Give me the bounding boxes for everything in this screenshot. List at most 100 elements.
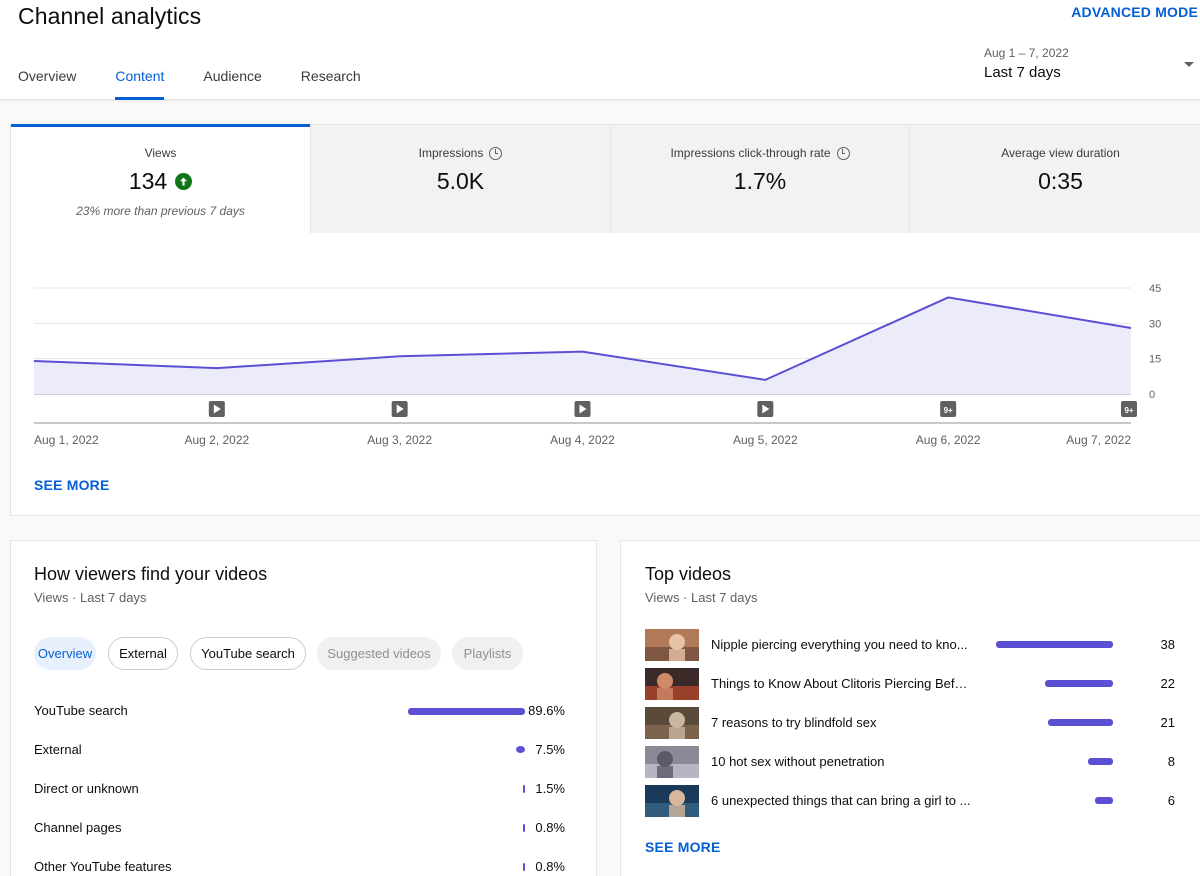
video-title[interactable]: Nipple piercing everything you need to k… bbox=[711, 637, 968, 652]
area-fill bbox=[34, 297, 1131, 394]
traffic-source-row[interactable]: YouTube search 89.6% bbox=[34, 703, 574, 723]
views-chart-card: Views 134 23% more than previous 7 days … bbox=[10, 124, 1200, 516]
tab-overview[interactable]: Overview bbox=[18, 68, 77, 84]
play-icon bbox=[762, 404, 770, 414]
page-title: Channel analytics bbox=[18, 3, 202, 29]
video-views-bar bbox=[1095, 797, 1113, 804]
card-subtitle: Views · Last 7 days bbox=[34, 590, 147, 605]
see-more-link[interactable]: SEE MORE bbox=[34, 477, 110, 493]
tab-audience[interactable]: Audience bbox=[203, 68, 262, 84]
traffic-sources-card: How viewers find your videos Views · Las… bbox=[10, 540, 597, 876]
x-tick-label: Aug 1, 2022 bbox=[34, 433, 99, 447]
see-more-link[interactable]: SEE MORE bbox=[645, 839, 721, 855]
card-subtitle: Views · Last 7 days bbox=[645, 590, 758, 605]
play-icon bbox=[396, 404, 404, 414]
top-videos-card: Top videos Views · Last 7 days Nipple pi… bbox=[620, 540, 1200, 876]
video-title[interactable]: 7 reasons to try blindfold sex bbox=[711, 715, 877, 730]
video-title[interactable]: 6 unexpected things that can bring a gir… bbox=[711, 793, 971, 808]
clock-icon bbox=[836, 146, 850, 160]
top-video-row[interactable]: Nipple piercing everything you need to k… bbox=[645, 629, 1175, 661]
metric-views[interactable]: Views 134 23% more than previous 7 days bbox=[11, 124, 310, 233]
chip-youtube-search[interactable]: YouTube search bbox=[190, 637, 306, 670]
traffic-source-bar bbox=[516, 746, 525, 753]
traffic-source-row[interactable]: Channel pages 0.8% bbox=[34, 820, 574, 840]
video-thumbnail[interactable] bbox=[645, 746, 699, 778]
video-views-bar bbox=[1088, 758, 1113, 765]
top-video-row[interactable]: 6 unexpected things that can bring a gir… bbox=[645, 785, 1175, 817]
video-views-value: 38 bbox=[1160, 637, 1175, 652]
metric-value: 1.7% bbox=[733, 168, 787, 194]
traffic-source-row[interactable]: Direct or unknown 1.5% bbox=[34, 781, 574, 801]
thumbnail-image bbox=[645, 746, 699, 778]
tab-content[interactable]: Content bbox=[115, 54, 165, 100]
video-views-bar bbox=[1048, 719, 1113, 726]
metric-value: 0:35 bbox=[1038, 168, 1083, 194]
video-thumbnail[interactable] bbox=[645, 785, 699, 817]
metric-label: Average view duration bbox=[1001, 146, 1120, 160]
dropdown-caret-icon bbox=[1184, 62, 1194, 67]
chip-suggested-videos[interactable]: Suggested videos bbox=[317, 637, 441, 670]
metric-comparison-note: 23% more than previous 7 days bbox=[76, 204, 245, 218]
video-views-value: 22 bbox=[1160, 676, 1175, 691]
y-tick-label: 0 bbox=[1149, 389, 1155, 401]
tab-research[interactable]: Research bbox=[300, 68, 361, 84]
metric-label: Impressions bbox=[311, 146, 610, 160]
views-line-chart: 0 15 30 45 9+ 9+ Aug 1, 2022 Aug 2, 2022 Aug 3, … bbox=[33, 283, 1161, 447]
x-tick-label: Aug 2, 2022 bbox=[184, 433, 249, 447]
video-views-bar bbox=[1045, 680, 1113, 687]
video-title[interactable]: Things to Know About Clitoris Piercing B… bbox=[711, 676, 971, 691]
advanced-mode-link[interactable]: ADVANCED MODE bbox=[1071, 4, 1198, 20]
thumbnail-image bbox=[645, 707, 699, 739]
chip-external[interactable]: External bbox=[108, 637, 178, 670]
traffic-source-label: Direct or unknown bbox=[34, 781, 139, 796]
video-title[interactable]: 10 hot sex without penetration bbox=[711, 754, 885, 769]
traffic-source-value: 0.8% bbox=[535, 859, 565, 874]
traffic-source-bar bbox=[523, 863, 525, 871]
video-thumbnail[interactable] bbox=[645, 629, 699, 661]
traffic-source-label: External bbox=[34, 742, 82, 757]
arrow-up-circle-icon bbox=[175, 173, 193, 190]
chip-overview[interactable]: Overview bbox=[34, 637, 96, 670]
date-range-selector[interactable]: Aug 1 – 7, 2022 Last 7 days bbox=[984, 46, 1200, 90]
x-tick-label: Aug 7, 2022 bbox=[1066, 433, 1131, 447]
traffic-source-value: 89.6% bbox=[528, 703, 565, 718]
traffic-source-row[interactable]: Other YouTube features 0.8% bbox=[34, 859, 574, 876]
date-range-label: Last 7 days bbox=[984, 64, 1061, 81]
card-title: How viewers find your videos bbox=[34, 564, 268, 584]
metric-value: 5.0K bbox=[436, 168, 485, 194]
metric-avg-view-duration[interactable]: Average view duration 0:35 bbox=[909, 125, 1200, 233]
play-icon bbox=[579, 404, 587, 414]
traffic-source-value: 0.8% bbox=[535, 820, 565, 835]
multiple-videos-marker-icon bbox=[940, 401, 957, 417]
marker-count-label: 9+ bbox=[944, 406, 953, 415]
play-icon bbox=[213, 404, 221, 414]
multiple-videos-marker-icon bbox=[1121, 401, 1137, 417]
x-tick-label: Aug 6, 2022 bbox=[916, 433, 981, 447]
y-tick-label: 30 bbox=[1149, 318, 1161, 330]
analytics-header: Channel analytics ADVANCED MODE Overview… bbox=[0, 0, 1200, 100]
y-tick-label: 45 bbox=[1149, 283, 1161, 295]
date-range-dates: Aug 1 – 7, 2022 bbox=[984, 46, 1069, 60]
metric-value: 134 bbox=[11, 168, 310, 195]
metric-label-text: Impressions click-through rate bbox=[670, 146, 831, 160]
chip-playlists[interactable]: Playlists bbox=[452, 637, 523, 670]
metric-label: Views bbox=[144, 146, 177, 160]
x-tick-label: Aug 3, 2022 bbox=[367, 433, 432, 447]
video-views-value: 6 bbox=[1167, 793, 1175, 808]
tab-bar: Overview Content Audience Research bbox=[18, 54, 400, 100]
thumbnail-image bbox=[645, 785, 699, 817]
video-thumbnail[interactable] bbox=[645, 668, 699, 700]
x-tick-label: Aug 4, 2022 bbox=[550, 433, 615, 447]
traffic-source-row[interactable]: External 7.5% bbox=[34, 742, 574, 762]
traffic-source-label: Channel pages bbox=[34, 820, 122, 835]
traffic-source-label: Other YouTube features bbox=[34, 859, 172, 874]
top-video-row[interactable]: Things to Know About Clitoris Piercing B… bbox=[645, 668, 1175, 700]
metric-impressions[interactable]: Impressions 5.0K bbox=[310, 125, 610, 233]
metric-label: Impressions click-through rate bbox=[611, 146, 909, 160]
traffic-source-label: YouTube search bbox=[34, 703, 128, 718]
video-thumbnail[interactable] bbox=[645, 707, 699, 739]
video-views-bar bbox=[996, 641, 1113, 648]
top-video-row[interactable]: 10 hot sex without penetration 8 bbox=[645, 746, 1175, 778]
top-video-row[interactable]: 7 reasons to try blindfold sex 21 bbox=[645, 707, 1175, 739]
metric-ctr[interactable]: Impressions click-through rate 1.7% bbox=[610, 125, 909, 233]
